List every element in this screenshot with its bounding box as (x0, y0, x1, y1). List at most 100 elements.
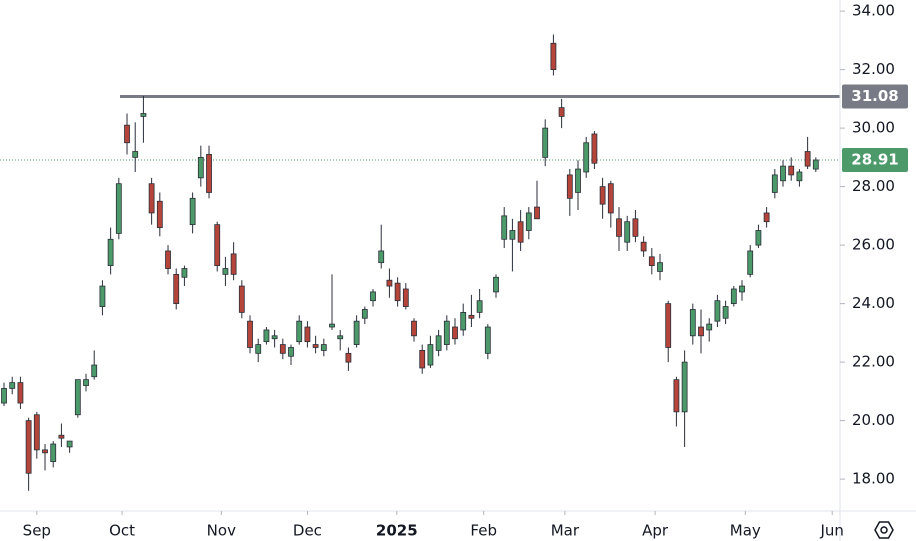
x-tick-label: Mar (551, 522, 580, 540)
candle-body (657, 262, 663, 272)
candle-body (698, 326, 704, 337)
candle-body (534, 206, 540, 220)
last-price-label-bg (842, 147, 908, 172)
candle-body (648, 256, 655, 266)
candle-body (279, 344, 286, 354)
settings-icon[interactable] (874, 521, 894, 539)
candle-body (66, 440, 73, 448)
candle-body (722, 306, 729, 319)
resistance-label-bg (842, 84, 908, 109)
time-axis-panel (0, 511, 916, 541)
candle-body (197, 156, 204, 179)
candle-body (435, 335, 442, 351)
candle-body (230, 253, 237, 275)
settings-hexagon (874, 521, 894, 539)
candle-body (443, 320, 450, 345)
candle-body (501, 215, 508, 240)
candle-body (222, 268, 229, 275)
candle-body (206, 154, 212, 193)
candle-body (345, 352, 352, 363)
candle-body (288, 347, 294, 357)
candle-body (91, 364, 98, 378)
candle-body (739, 285, 745, 293)
candle-body (361, 309, 368, 319)
x-tick-label: Dec (293, 522, 322, 540)
candle-body (107, 238, 114, 266)
candle-body (632, 218, 639, 237)
candle-body (542, 127, 549, 158)
x-tick-label: Feb (470, 522, 497, 540)
candle-body (181, 268, 188, 278)
candle-body (566, 174, 573, 199)
candle-body (484, 326, 491, 354)
candle-body (681, 361, 688, 413)
plot-area (0, 34, 840, 491)
last-price-label: 28.91 (851, 150, 898, 168)
candle-body (427, 344, 434, 366)
candle-body (165, 250, 171, 269)
price-axis-panel (840, 0, 916, 541)
candle-body (337, 335, 344, 340)
candle-body (689, 309, 696, 337)
candle-body (771, 174, 778, 193)
candle-body (747, 250, 754, 275)
candle-body (329, 323, 335, 328)
candle-body (550, 42, 557, 71)
candle-body (33, 414, 40, 451)
candle-body (402, 288, 409, 307)
candle-body (115, 183, 122, 234)
candle-body (394, 282, 401, 302)
candle-body (214, 224, 221, 266)
candle-body (624, 221, 631, 243)
candle-body (17, 382, 24, 404)
x-tick-label: Sep (23, 522, 51, 540)
candle-body (607, 183, 614, 214)
candle-body (50, 443, 57, 462)
candle-body (575, 168, 581, 193)
candle-body (460, 311, 467, 331)
y-tick-label: 26.00 (852, 236, 895, 254)
candle-body (83, 379, 89, 386)
y-tick-label: 28.00 (852, 177, 895, 195)
y-tick-label: 30.00 (852, 119, 895, 137)
settings-circle (880, 526, 888, 534)
candle-body (476, 300, 483, 313)
candle-body (42, 449, 48, 454)
candle-body (599, 186, 606, 205)
candle-body (247, 320, 253, 348)
candle-body (591, 133, 598, 164)
x-tick-label: Apr (642, 522, 669, 540)
x-tick-label: 2025 (376, 522, 418, 540)
candle-body (140, 113, 147, 117)
candle-body (763, 212, 770, 223)
candle-body (263, 329, 270, 343)
candle-body (304, 326, 311, 343)
axes: 18.00 20.00 22.00 24.00 26.00 28.00 30.00 32.00… (23, 2, 908, 540)
y-tick-label: 22.00 (852, 353, 895, 371)
candle-body (370, 291, 376, 302)
candle-body (58, 434, 65, 439)
candle-body (296, 320, 303, 343)
candle-body (74, 379, 81, 416)
candle-body (558, 107, 565, 117)
candle-body (238, 285, 245, 313)
candle-body (99, 285, 106, 307)
candle-body (673, 379, 680, 413)
candle-body (640, 241, 647, 252)
candle-body (780, 165, 786, 182)
candle-body (419, 350, 426, 369)
candle-body (730, 288, 737, 305)
candle-body (804, 151, 811, 167)
candle-body (468, 314, 475, 319)
candle-body (124, 124, 130, 144)
x-tick-label: Nov (207, 522, 236, 540)
candle-body (9, 382, 16, 389)
candle-body (1, 388, 7, 404)
y-tick-label: 18.00 (852, 470, 895, 488)
candle-body (25, 420, 32, 474)
candle-body (189, 197, 196, 226)
candle-body (525, 212, 532, 231)
candle-body (255, 344, 262, 354)
